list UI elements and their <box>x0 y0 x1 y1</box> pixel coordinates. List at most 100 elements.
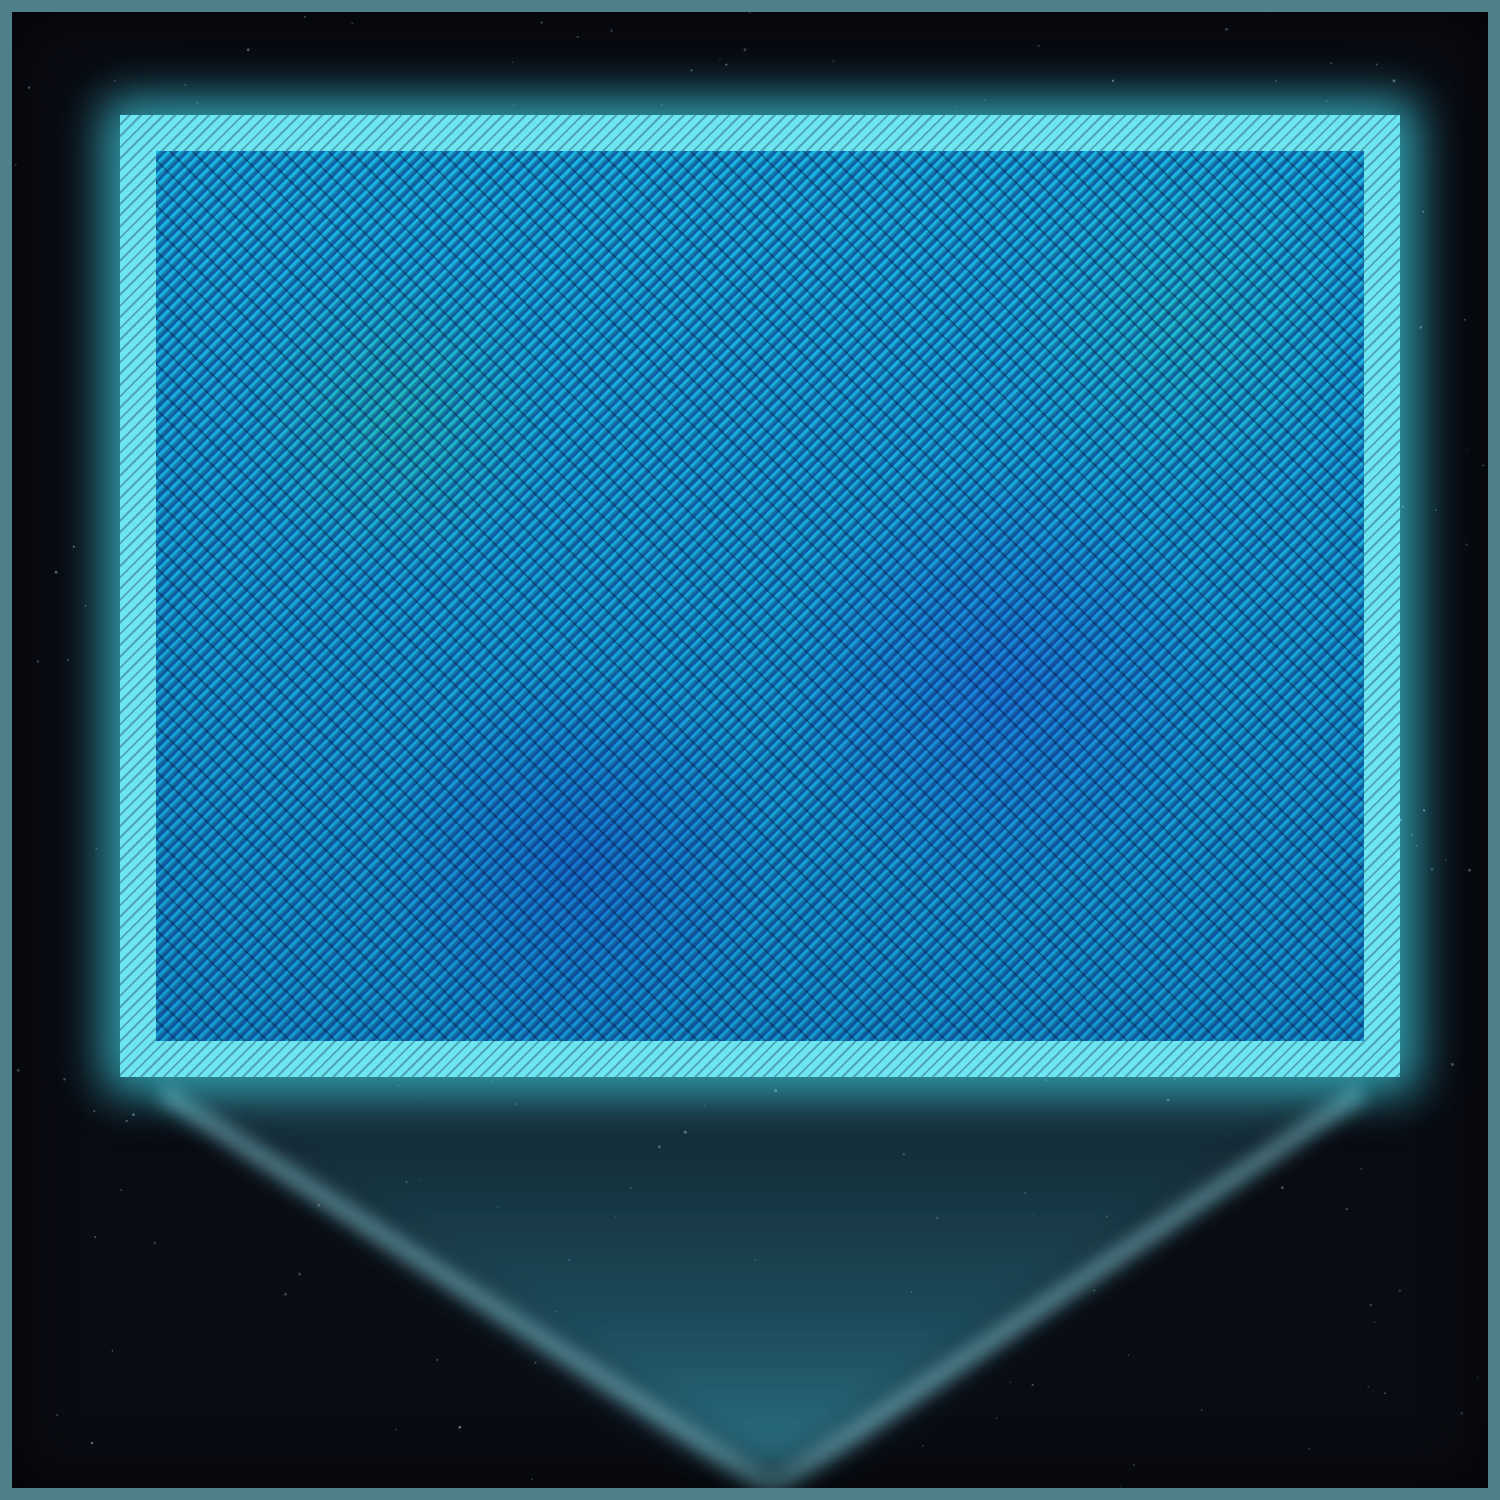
star <box>132 1113 135 1116</box>
star <box>351 22 354 25</box>
star <box>1031 1383 1034 1386</box>
star <box>743 48 747 52</box>
star <box>1325 100 1328 103</box>
star <box>1360 1168 1363 1170</box>
star <box>748 12 752 14</box>
beam-left-edge <box>157 1085 777 1488</box>
star <box>1419 326 1422 329</box>
star <box>514 1102 517 1106</box>
star <box>955 106 958 108</box>
star <box>491 1081 494 1083</box>
star <box>1401 505 1405 508</box>
star <box>153 1241 157 1245</box>
star <box>94 1236 97 1239</box>
star <box>14 163 17 166</box>
star <box>1411 834 1413 836</box>
star <box>1430 867 1434 871</box>
star <box>1482 464 1485 467</box>
star <box>298 1272 302 1276</box>
star <box>555 1311 557 1313</box>
star <box>16 1068 20 1072</box>
star <box>63 1078 66 1081</box>
star <box>1375 63 1378 66</box>
star <box>397 1085 399 1087</box>
star <box>576 35 579 38</box>
star <box>754 1259 756 1261</box>
star <box>1373 1320 1376 1323</box>
star <box>657 1145 661 1149</box>
star <box>530 1478 533 1481</box>
star <box>774 1089 778 1093</box>
star <box>1460 1411 1464 1415</box>
star <box>1275 79 1278 82</box>
star <box>1281 1186 1284 1189</box>
star <box>184 84 187 86</box>
star <box>1444 859 1447 861</box>
star <box>935 1216 939 1220</box>
star <box>1422 210 1425 213</box>
star <box>534 1361 537 1364</box>
star <box>113 80 116 82</box>
star <box>1422 809 1426 812</box>
star <box>1463 318 1466 321</box>
star <box>1106 1215 1108 1218</box>
star <box>1392 79 1396 83</box>
star <box>1398 1289 1402 1292</box>
star <box>84 605 87 607</box>
star <box>67 659 70 662</box>
star <box>512 104 515 106</box>
star <box>95 847 98 850</box>
star <box>404 1180 408 1184</box>
star <box>196 102 199 104</box>
star <box>90 1441 94 1445</box>
star <box>1434 509 1437 511</box>
star <box>1345 1208 1348 1210</box>
star <box>832 60 835 63</box>
star <box>111 1350 114 1352</box>
star <box>1024 1192 1026 1194</box>
star <box>420 1096 422 1098</box>
star <box>496 1206 499 1208</box>
star <box>1225 27 1228 31</box>
star <box>1384 1392 1386 1395</box>
star <box>984 99 986 102</box>
star <box>683 1130 687 1134</box>
star <box>395 1428 398 1431</box>
star <box>1173 1078 1176 1080</box>
star <box>1450 1062 1454 1066</box>
star <box>614 1215 616 1218</box>
star <box>725 63 728 66</box>
star <box>284 1292 287 1296</box>
star <box>660 104 663 107</box>
star <box>1032 1213 1035 1216</box>
star <box>1466 448 1468 451</box>
star <box>1132 1463 1135 1466</box>
star <box>56 1414 59 1416</box>
star <box>304 15 307 18</box>
star <box>1200 1408 1203 1411</box>
star <box>996 1417 998 1419</box>
star <box>1416 844 1418 847</box>
star <box>1468 868 1471 872</box>
hologram-screen <box>120 115 1400 1077</box>
star <box>1465 543 1468 546</box>
star <box>1266 15 1268 17</box>
star <box>1119 1485 1122 1488</box>
beam-cone <box>132 1072 1382 1488</box>
star <box>1477 1376 1479 1379</box>
star <box>1093 1289 1096 1292</box>
star <box>1367 1386 1369 1388</box>
star <box>511 61 514 64</box>
star <box>458 1425 462 1429</box>
star <box>610 29 613 32</box>
star <box>910 1290 913 1293</box>
star <box>317 1204 320 1207</box>
star <box>568 1258 571 1261</box>
star <box>629 1187 632 1189</box>
star <box>690 69 693 72</box>
star <box>120 1189 123 1192</box>
star <box>1330 62 1333 65</box>
star <box>719 58 721 61</box>
star <box>1308 1448 1310 1450</box>
